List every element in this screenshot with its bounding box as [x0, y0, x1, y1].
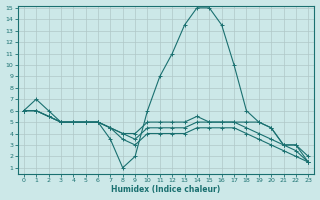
X-axis label: Humidex (Indice chaleur): Humidex (Indice chaleur): [111, 185, 221, 194]
